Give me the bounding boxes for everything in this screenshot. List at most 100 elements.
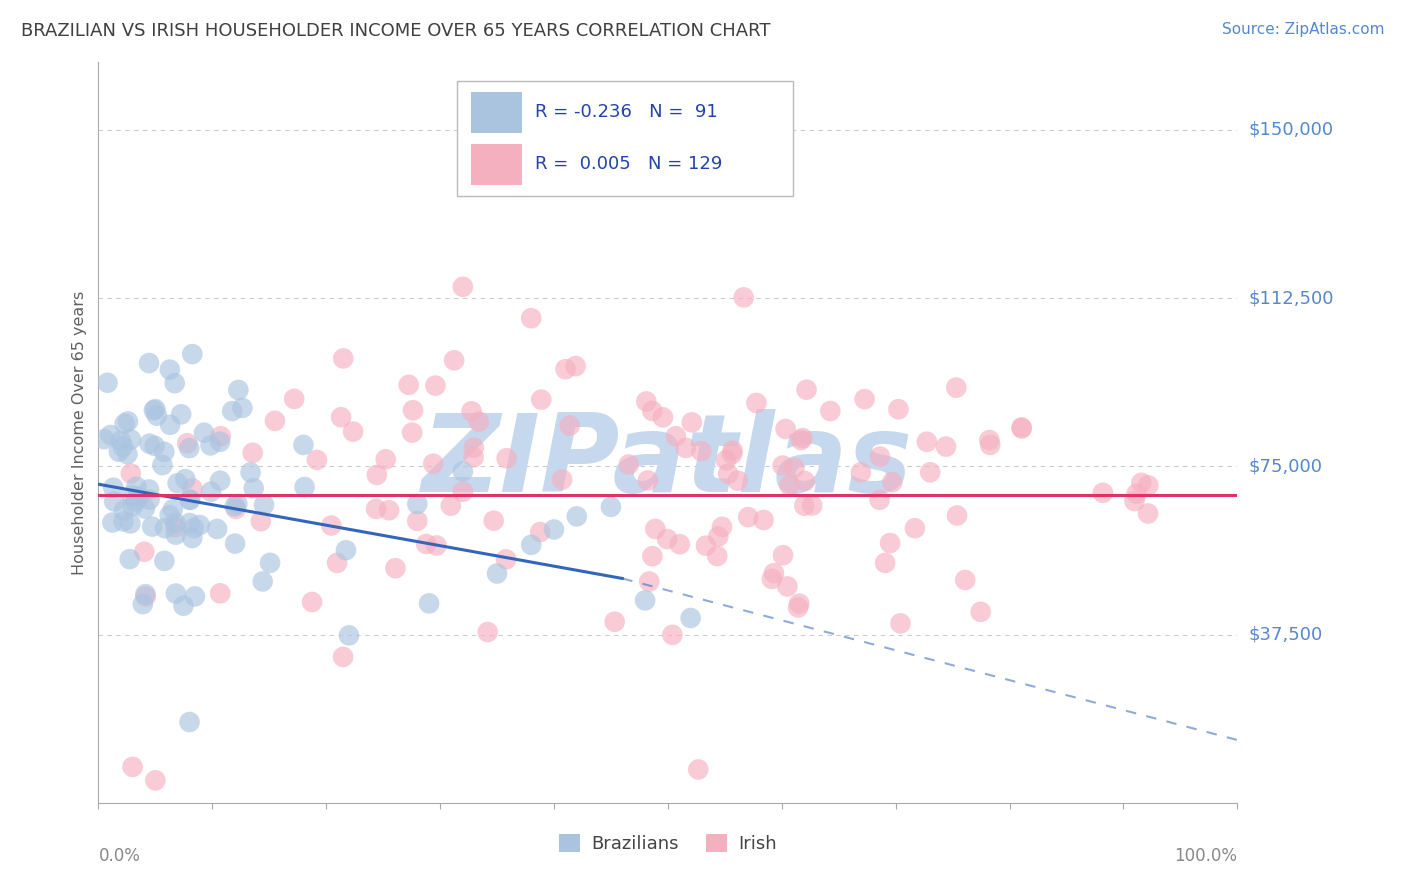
Point	[415, 537, 437, 551]
Point	[179, 492, 201, 507]
Point	[869, 450, 891, 464]
Point	[554, 362, 576, 376]
Point	[112, 503, 135, 517]
Point	[793, 499, 815, 513]
Text: Source: ZipAtlas.com: Source: ZipAtlas.com	[1222, 22, 1385, 37]
Point	[205, 522, 228, 536]
Point	[146, 409, 169, 423]
Point	[495, 451, 517, 466]
Point	[209, 586, 232, 600]
Point	[1123, 494, 1146, 508]
Point	[783, 460, 806, 475]
Point	[887, 402, 910, 417]
Point	[176, 436, 198, 450]
Point	[772, 548, 794, 562]
Point	[979, 438, 1001, 452]
Text: R = -0.236   N =  91: R = -0.236 N = 91	[534, 103, 717, 121]
Point	[398, 377, 420, 392]
Point	[294, 480, 316, 494]
Point	[551, 473, 574, 487]
Point	[153, 521, 176, 535]
Point	[776, 579, 799, 593]
Point	[110, 434, 132, 448]
Point	[163, 376, 186, 391]
Point	[121, 760, 143, 774]
Point	[108, 444, 131, 458]
Point	[402, 403, 425, 417]
Point	[717, 467, 740, 481]
Text: $112,500: $112,500	[1249, 289, 1334, 307]
Point	[117, 447, 139, 461]
Point	[134, 587, 156, 601]
Point	[600, 500, 623, 514]
Point	[820, 404, 842, 418]
Point	[264, 414, 287, 428]
Point	[125, 494, 148, 508]
Point	[634, 593, 657, 607]
Point	[145, 402, 167, 417]
Legend: Brazilians, Irish: Brazilians, Irish	[551, 827, 785, 861]
Point	[463, 441, 485, 455]
Point	[153, 554, 176, 568]
Point	[209, 434, 232, 449]
Point	[253, 498, 276, 512]
Point	[801, 499, 824, 513]
Point	[200, 438, 222, 452]
Point	[543, 523, 565, 537]
Point	[179, 714, 201, 729]
Point	[869, 492, 891, 507]
Point	[141, 519, 163, 533]
Point	[173, 599, 195, 613]
Point	[134, 545, 156, 559]
Point	[332, 649, 354, 664]
Point	[111, 440, 134, 454]
Point	[644, 522, 666, 536]
Point	[200, 484, 222, 499]
Point	[100, 428, 122, 442]
Point	[181, 481, 204, 495]
Point	[486, 566, 509, 581]
Point	[159, 362, 181, 376]
Point	[1137, 478, 1160, 492]
Point	[617, 458, 640, 472]
Point	[529, 524, 551, 539]
Point	[495, 552, 517, 566]
Point	[120, 467, 142, 481]
Point	[96, 376, 118, 390]
Point	[209, 474, 232, 488]
Point	[121, 488, 143, 502]
Point	[259, 556, 281, 570]
Point	[135, 590, 157, 604]
Point	[1091, 485, 1114, 500]
Point	[778, 478, 800, 492]
Point	[165, 527, 187, 541]
Text: 0.0%: 0.0%	[98, 847, 141, 865]
Point	[179, 441, 201, 455]
Point	[460, 404, 482, 418]
Point	[366, 467, 388, 482]
Point	[121, 499, 143, 513]
Point	[772, 458, 794, 473]
Point	[482, 514, 505, 528]
Point	[761, 572, 783, 586]
Point	[209, 429, 232, 443]
Point	[520, 538, 543, 552]
Point	[882, 475, 904, 490]
Point	[231, 401, 253, 415]
Point	[636, 394, 658, 409]
FancyBboxPatch shape	[471, 92, 522, 133]
Point	[762, 566, 785, 581]
Point	[330, 410, 353, 425]
Point	[979, 433, 1001, 447]
Point	[443, 353, 465, 368]
Point	[690, 444, 713, 458]
Point	[695, 539, 717, 553]
Point	[174, 472, 197, 486]
Text: $37,500: $37,500	[1249, 625, 1323, 643]
Point	[114, 417, 136, 431]
Point	[849, 466, 872, 480]
Point	[93, 432, 115, 446]
Point	[138, 356, 160, 370]
Text: BRAZILIAN VS IRISH HOUSEHOLDER INCOME OVER 65 YEARS CORRELATION CHART: BRAZILIAN VS IRISH HOUSEHOLDER INCOME OV…	[21, 22, 770, 40]
Point	[853, 392, 876, 406]
